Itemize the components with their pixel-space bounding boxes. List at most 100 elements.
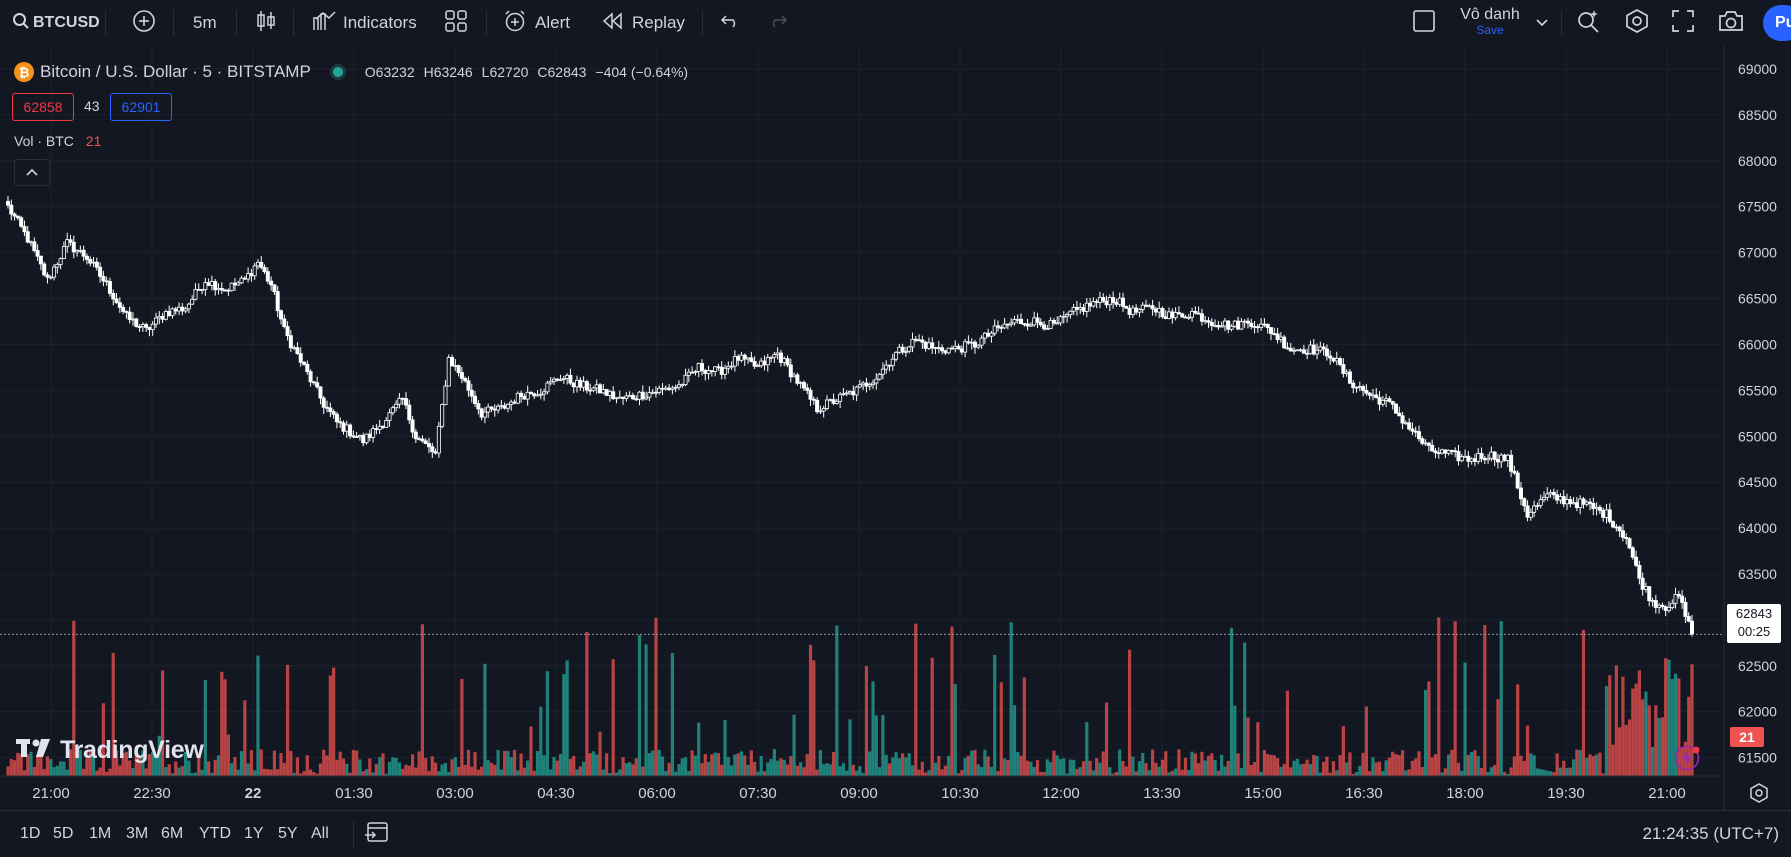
compare-symbol-button[interactable] bbox=[132, 0, 156, 46]
range-button-1m[interactable]: 1M bbox=[89, 825, 112, 842]
volume-legend[interactable]: Vol · BTC 21 bbox=[14, 133, 101, 149]
candle-body bbox=[19, 217, 24, 227]
volume-bar bbox=[864, 666, 869, 776]
alert-button[interactable]: Alert bbox=[503, 0, 570, 46]
divider bbox=[353, 821, 354, 847]
candle-body bbox=[1170, 311, 1175, 319]
indicators-button[interactable]: Indicators bbox=[312, 0, 417, 46]
volume-bar bbox=[1377, 761, 1382, 776]
volume-bar bbox=[1486, 772, 1490, 776]
candle-body bbox=[1005, 323, 1010, 326]
volume-bar bbox=[710, 754, 714, 776]
volume-bar bbox=[19, 753, 23, 776]
redo-button[interactable] bbox=[768, 0, 788, 46]
x-tick-label: 18:00 bbox=[1446, 785, 1484, 802]
volume-bar bbox=[1249, 764, 1253, 776]
candle-body bbox=[1236, 320, 1241, 330]
volume-bar bbox=[999, 682, 1003, 776]
candle-body bbox=[1499, 454, 1504, 463]
candle-body bbox=[598, 384, 603, 394]
tradingview-watermark[interactable]: TradingView bbox=[16, 736, 204, 765]
candle-body bbox=[611, 391, 616, 400]
candle-body bbox=[1532, 505, 1537, 513]
volume-bar bbox=[364, 769, 369, 776]
volume-bar bbox=[565, 660, 569, 776]
volume-bar bbox=[239, 751, 244, 776]
candle-body bbox=[762, 360, 767, 366]
candle-body bbox=[1173, 312, 1178, 319]
volume-bar bbox=[348, 772, 352, 776]
axis-settings-button[interactable] bbox=[1748, 782, 1770, 804]
volume-bar bbox=[555, 760, 559, 776]
settings-button[interactable] bbox=[1624, 0, 1650, 46]
range-button-5y[interactable]: 5Y bbox=[278, 825, 298, 842]
volume-bar bbox=[519, 753, 523, 776]
candle-body bbox=[272, 284, 277, 293]
volume-bar bbox=[12, 760, 17, 776]
symbol-legend[interactable]: ₿ Bitcoin / U.S. Dollar · 5 · BITSTAMP O… bbox=[14, 62, 688, 82]
candle-body bbox=[423, 440, 428, 444]
undo-button[interactable] bbox=[720, 0, 740, 46]
candle-body bbox=[321, 397, 326, 408]
fullscreen-button[interactable] bbox=[1671, 0, 1695, 46]
candle-body bbox=[1269, 327, 1274, 334]
candle-body bbox=[1298, 349, 1303, 352]
range-button-1y[interactable]: 1Y bbox=[244, 825, 264, 842]
candle-body bbox=[940, 347, 945, 352]
candle-body bbox=[1252, 325, 1257, 328]
collapse-legend-button[interactable] bbox=[14, 159, 50, 186]
range-button-3m[interactable]: 3M bbox=[126, 825, 149, 842]
chart-pane[interactable]: 69000 68500 68000 67500 67000 66500 66000 65500… bbox=[0, 46, 1791, 810]
volume-bar bbox=[674, 771, 678, 776]
symbol-search-button[interactable]: BTCUSD bbox=[12, 0, 100, 46]
candle-body bbox=[282, 318, 287, 327]
volume-bar bbox=[996, 771, 1000, 776]
candle-body bbox=[255, 261, 260, 267]
symbol-title: Bitcoin / U.S. Dollar · 5 · BITSTAMP bbox=[40, 62, 311, 81]
snapshot-button[interactable] bbox=[1717, 0, 1745, 46]
layout-checkbox[interactable] bbox=[1412, 0, 1436, 46]
volume-bar bbox=[430, 756, 434, 776]
go-to-date-button[interactable] bbox=[364, 811, 390, 857]
candle-body bbox=[1222, 320, 1227, 327]
volume-bar bbox=[920, 761, 924, 776]
layout-name-button[interactable]: Vô danh Save bbox=[1456, 6, 1524, 37]
volume-bar bbox=[884, 754, 888, 776]
range-button-ytd[interactable]: YTD bbox=[199, 825, 231, 842]
candle-body bbox=[972, 341, 977, 348]
candle-body bbox=[1390, 401, 1395, 405]
range-button-6m[interactable]: 6M bbox=[161, 825, 184, 842]
volume-bar bbox=[1203, 760, 1207, 776]
y-tick-label: 69000 bbox=[1738, 61, 1777, 77]
replay-button[interactable]: Replay bbox=[602, 0, 685, 46]
candle-body bbox=[1650, 600, 1655, 602]
volume-bar bbox=[1522, 760, 1526, 776]
candle-body bbox=[614, 397, 619, 400]
candle-body bbox=[798, 382, 803, 384]
volume-bar bbox=[1604, 686, 1609, 776]
clock-time[interactable]: 21:24:35 (UTC+7) bbox=[1642, 824, 1779, 843]
candle-body bbox=[515, 392, 520, 404]
layout-menu-button[interactable] bbox=[1535, 0, 1549, 46]
chart-type-button[interactable] bbox=[255, 0, 277, 46]
volume-bar bbox=[325, 755, 329, 776]
candle-body bbox=[1420, 438, 1425, 444]
buy-price-button[interactable]: 62901 bbox=[110, 93, 172, 121]
interval-button[interactable]: 5m bbox=[193, 0, 217, 46]
candle-body bbox=[390, 407, 395, 414]
candle-body bbox=[1686, 616, 1691, 622]
templates-button[interactable] bbox=[445, 0, 467, 46]
volume-bar bbox=[581, 761, 586, 776]
volume-bar bbox=[160, 670, 165, 776]
quick-search-button[interactable] bbox=[1576, 0, 1602, 46]
candle-body bbox=[680, 384, 685, 386]
range-button-1d[interactable]: 1D bbox=[20, 825, 41, 842]
range-button-all[interactable]: All bbox=[311, 825, 329, 842]
volume-bar bbox=[128, 760, 132, 776]
candle-body bbox=[752, 361, 757, 367]
range-button-5d[interactable]: 5D bbox=[53, 825, 74, 842]
publish-button[interactable]: Pu bbox=[1763, 5, 1791, 41]
volume-bar bbox=[1525, 725, 1530, 776]
sell-price-button[interactable]: 62858 bbox=[12, 93, 74, 121]
lightning-button[interactable] bbox=[1673, 744, 1701, 772]
